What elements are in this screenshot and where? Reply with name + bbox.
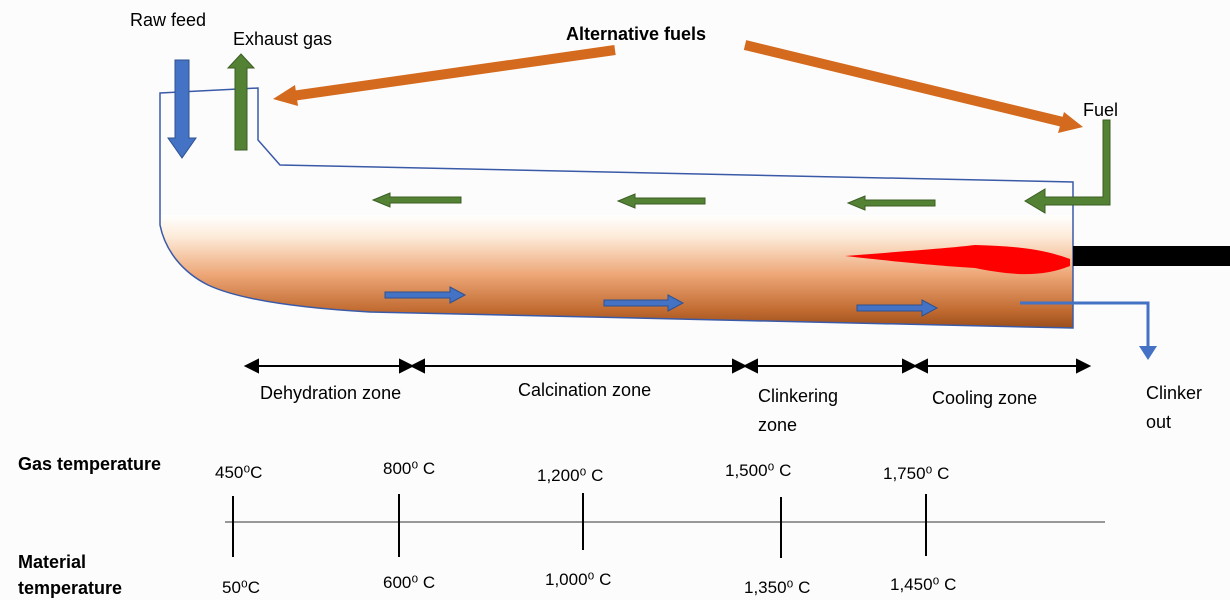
- material-flow-arrow: [603, 294, 685, 312]
- fuel-arrow-right-head: [1058, 112, 1083, 133]
- gas-temperature-value: 1,200⁰ C: [537, 466, 603, 485]
- clinker-out-label-line2: out: [1146, 412, 1171, 432]
- zone-label-clinkering: Clinkering: [758, 386, 838, 406]
- gas-temperature-label: Gas temperature: [18, 454, 161, 474]
- material-temperature-value: 1,450⁰ C: [890, 575, 956, 594]
- exhaust-gas-arrow: [226, 53, 256, 151]
- exhaust-gas-label: Exhaust gas: [233, 29, 332, 49]
- material-temperature-value: 50⁰C: [222, 578, 260, 597]
- material-flow-arrow: [384, 286, 467, 304]
- material-temperature-label-line2: temperature: [18, 578, 122, 598]
- material-temperature-value: 1,000⁰ C: [545, 570, 611, 589]
- zone-label-calcination: Calcination zone: [518, 380, 651, 400]
- zone-label-clinkering-line2: zone: [758, 415, 797, 435]
- zone-arrows: [243, 358, 1092, 374]
- gas-flow-arrow: [616, 193, 706, 209]
- alternative-fuels-label: Alternative fuels: [566, 24, 706, 44]
- gas-flow-arrows: [371, 192, 936, 211]
- gas-temperature-value: 450⁰C: [215, 463, 262, 482]
- raw-feed-arrow: [167, 59, 197, 159]
- raw-feed-label: Raw feed: [130, 10, 206, 30]
- fuel-arrow-right-shaft: [743, 40, 1065, 127]
- gas-temperature-value: 800⁰ C: [383, 459, 435, 478]
- zone-label-dehydration: Dehydration zone: [260, 383, 401, 403]
- fuel-label: Fuel: [1083, 100, 1118, 120]
- gas-flow-arrow: [371, 192, 462, 208]
- gas-temperature-value: 1,750⁰ C: [883, 464, 949, 483]
- material-temperature-value: 600⁰ C: [383, 573, 435, 592]
- gas-temperature-value: 1,500⁰ C: [725, 461, 791, 480]
- fuel-arrow-left-head: [273, 85, 298, 106]
- flame: [845, 245, 1070, 275]
- fuel-inlet-arrow: [1024, 119, 1111, 214]
- temperature-ticks: [232, 493, 927, 558]
- clinker-out-label: Clinker: [1146, 383, 1202, 403]
- fuel-arrow-left-shaft: [291, 45, 616, 101]
- material-flow-arrows: [384, 286, 939, 317]
- burner-pipe: [1073, 246, 1230, 266]
- zone-label-cooling: Cooling zone: [932, 388, 1037, 408]
- kiln-outline: [159, 87, 1074, 329]
- clinker-out-arrow: [1020, 301, 1157, 360]
- kiln-body: [159, 87, 1074, 329]
- material-temperature-label: Material: [18, 552, 86, 572]
- alternative-fuels-arrows: [273, 40, 1083, 133]
- gas-flow-arrow: [846, 195, 936, 211]
- material-flow-arrow: [856, 299, 939, 317]
- material-temperature-value: 1,350⁰ C: [744, 578, 810, 597]
